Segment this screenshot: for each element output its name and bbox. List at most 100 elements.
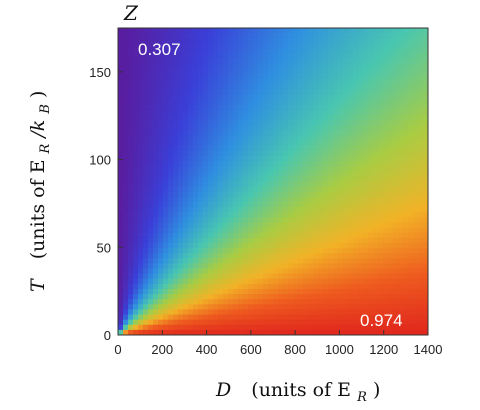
heatmap-cell <box>353 155 359 162</box>
heatmap-cell <box>323 155 329 162</box>
x-tick-label: 1400 <box>414 342 443 357</box>
heatmap-cell <box>378 309 384 316</box>
heatmap-cell <box>403 242 409 249</box>
heatmap-cell <box>178 125 184 131</box>
heatmap-cell <box>133 237 139 244</box>
heatmap-cell <box>208 207 214 213</box>
heatmap-cell <box>228 53 234 60</box>
heatmap-cell <box>418 125 424 131</box>
heatmap-cell <box>203 166 209 172</box>
heatmap-cell <box>398 196 404 203</box>
heatmap-cell <box>393 222 399 229</box>
heatmap-cell <box>388 237 394 244</box>
heatmap-cell <box>348 53 354 60</box>
heatmap-cell <box>163 237 169 244</box>
heatmap-cell <box>373 135 379 142</box>
heatmap-cell <box>223 104 229 111</box>
heatmap-cell <box>313 237 319 244</box>
heatmap-cell <box>228 89 234 96</box>
heatmap-cell <box>133 125 139 131</box>
heatmap-cell <box>358 217 364 224</box>
heatmap-cell <box>133 304 139 311</box>
heatmap-cell <box>418 207 424 213</box>
heatmap-cell <box>128 268 134 275</box>
heatmap-cell <box>248 309 254 316</box>
heatmap-cell <box>278 140 284 147</box>
heatmap-cell <box>198 166 204 172</box>
heatmap-cell <box>358 304 364 311</box>
heatmap-cell <box>408 63 414 70</box>
heatmap-cell <box>283 191 289 198</box>
heatmap-cell <box>318 319 324 326</box>
heatmap-cell <box>418 104 424 111</box>
heatmap-cell <box>313 258 319 264</box>
heatmap-cell <box>403 74 409 80</box>
heatmap-cell <box>123 155 129 162</box>
heatmap-cell <box>313 43 319 50</box>
heatmap-cell <box>123 248 129 254</box>
heatmap-cell <box>418 155 424 162</box>
heatmap-cell <box>143 145 149 152</box>
heatmap-cell <box>193 176 199 183</box>
heatmap-cell <box>158 161 164 167</box>
heatmap-cell <box>383 74 389 80</box>
heatmap-cell <box>238 253 244 259</box>
heatmap-cell <box>178 150 184 157</box>
heatmap-cell <box>338 232 344 239</box>
heatmap-cell <box>243 99 249 106</box>
heatmap-cell <box>283 125 289 131</box>
heatmap-cell <box>168 74 174 80</box>
heatmap-cell <box>118 273 124 280</box>
heatmap-cell <box>163 329 169 335</box>
heatmap-cell <box>318 130 324 137</box>
heatmap-cell <box>378 201 384 208</box>
heatmap-cell <box>158 227 164 234</box>
heatmap-cell <box>188 242 194 249</box>
heatmap-cell <box>403 114 409 121</box>
heatmap-cell <box>148 201 154 208</box>
heatmap-cell <box>408 227 414 234</box>
heatmap-cell <box>233 283 239 290</box>
heatmap-cell <box>343 53 349 60</box>
heatmap-cell <box>353 196 359 203</box>
heatmap-cell <box>238 48 244 55</box>
heatmap-cell <box>183 212 189 218</box>
heatmap-cell <box>278 196 284 203</box>
heatmap-cell <box>223 120 229 126</box>
heatmap-cell <box>273 48 279 55</box>
heatmap-cell <box>388 222 394 229</box>
heatmap-cell <box>333 161 339 167</box>
heatmap-cell <box>288 324 294 331</box>
heatmap-cell <box>243 196 249 203</box>
heatmap-cell <box>118 145 124 152</box>
heatmap-cell <box>323 319 329 326</box>
heatmap-cell <box>378 114 384 121</box>
heatmap-cell <box>198 74 204 80</box>
heatmap-cell <box>373 283 379 290</box>
heatmap-cell <box>193 288 199 295</box>
heatmap-cell <box>143 125 149 131</box>
heatmap-cell <box>198 150 204 157</box>
heatmap-cell <box>333 278 339 285</box>
heatmap-cell <box>233 48 239 55</box>
heatmap-cell <box>418 232 424 239</box>
heatmap-cell <box>118 135 124 142</box>
heatmap-cell <box>393 79 399 85</box>
heatmap-cell <box>328 258 334 264</box>
heatmap-cell <box>138 258 144 264</box>
heatmap-cell <box>318 89 324 96</box>
heatmap-cell <box>348 125 354 131</box>
heatmap-cell <box>403 176 409 183</box>
heatmap-cell <box>228 104 234 111</box>
heatmap-cell <box>413 283 419 290</box>
heatmap-cell <box>238 94 244 101</box>
heatmap-cell <box>198 38 204 44</box>
heatmap-cell <box>383 38 389 44</box>
heatmap-cell <box>348 33 354 39</box>
heatmap-cell <box>233 38 239 44</box>
heatmap-cell <box>388 191 394 198</box>
heatmap-cell <box>363 248 369 254</box>
heatmap-cell <box>303 74 309 80</box>
heatmap-cell <box>198 181 204 188</box>
heatmap-cell <box>268 53 274 60</box>
